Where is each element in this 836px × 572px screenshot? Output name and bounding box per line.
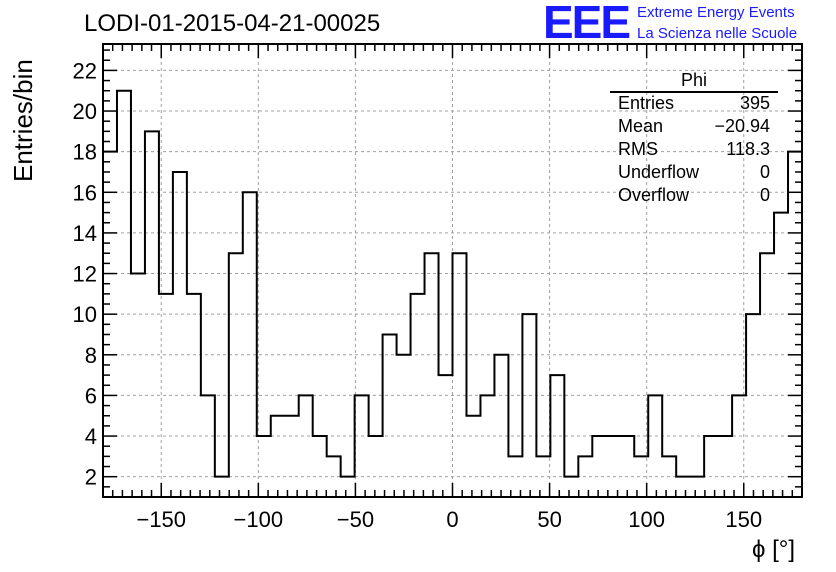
histogram-bin: [718, 436, 732, 497]
histogram-bin: [564, 477, 578, 497]
histogram-bin: [662, 456, 676, 497]
stat-row-overflow: Overflow 0: [618, 185, 770, 208]
stat-value: 0: [759, 185, 770, 205]
histogram-bin: [215, 477, 229, 497]
histogram-bin: [634, 456, 648, 497]
x-axis-label: ϕ [°]: [752, 536, 796, 563]
histogram-bin: [439, 375, 453, 497]
histogram-bin: [676, 477, 690, 497]
histogram-bin: [746, 314, 760, 497]
histogram-bin: [103, 152, 117, 497]
y-tick-label: 6: [85, 383, 97, 408]
stat-row-rms: RMS 118.3: [618, 139, 770, 162]
stat-value: −20.94: [714, 116, 770, 136]
histogram-bin: [704, 436, 718, 497]
stat-name: Entries: [618, 93, 675, 113]
histogram-bin: [271, 416, 285, 497]
eee-logo: EEE: [543, 0, 631, 48]
histogram-bin: [774, 213, 788, 497]
histogram-bin: [606, 436, 620, 497]
histogram-bin: [117, 91, 131, 497]
y-tick-label: 4: [85, 424, 97, 449]
x-tick-label: 150: [725, 507, 762, 532]
y-tick-label: 16: [73, 180, 97, 205]
logo-line-1: Extreme Energy Events: [637, 4, 795, 21]
histogram-bin: [145, 131, 159, 497]
histogram-bin: [536, 456, 550, 497]
histogram-bin: [187, 294, 201, 497]
stat-name: RMS: [618, 139, 658, 159]
stats-divider: [610, 91, 778, 93]
plot-frame: [102, 43, 803, 498]
histogram-bin: [313, 436, 327, 497]
histogram-series: [103, 89, 802, 478]
histogram-bin: [508, 456, 522, 497]
histogram-bin: [578, 456, 592, 497]
stat-name: Overflow: [618, 185, 690, 205]
histogram-bin: [285, 416, 299, 497]
y-tick-label: 22: [73, 58, 97, 83]
histogram-bin: [257, 436, 271, 497]
histogram-bin: [131, 274, 145, 497]
stat-row-underflow: Underflow 0: [618, 162, 770, 185]
x-tick-label: −50: [337, 507, 374, 532]
histogram-bin: [159, 294, 173, 497]
histogram-bin: [229, 253, 243, 497]
histogram-bin: [341, 477, 355, 497]
x-tick-label: 0: [446, 507, 458, 532]
stats-title: Phi: [680, 70, 707, 90]
histogram-bin: [411, 294, 425, 497]
histogram-bin: [173, 172, 187, 497]
histogram-bin: [522, 314, 536, 497]
histogram-bin: [397, 355, 411, 497]
histogram-bin: [201, 395, 215, 497]
stat-name: Mean: [618, 116, 664, 136]
histogram-bin: [620, 436, 634, 497]
stat-row-mean: Mean −20.94: [618, 116, 770, 139]
stat-value: 395: [739, 93, 770, 113]
y-tick-label: 10: [73, 302, 97, 327]
y-tick-label: 2: [85, 465, 97, 490]
histogram-bin: [299, 395, 313, 497]
stat-value: 118.3: [726, 139, 770, 159]
stat-name: Underflow: [618, 162, 700, 182]
histogram-bin: [383, 334, 397, 497]
histogram-bin: [494, 355, 508, 497]
y-tick-label: 14: [73, 221, 97, 246]
histogram-bin: [327, 456, 341, 497]
stat-row-entries: Entries 395: [618, 93, 770, 116]
histogram-bin: [453, 253, 467, 497]
x-tick-label: −150: [136, 507, 186, 532]
stat-value: 0: [759, 162, 770, 182]
y-tick-label: 20: [73, 99, 97, 124]
y-tick-label: 8: [85, 343, 97, 368]
y-tick-label: 18: [73, 140, 97, 165]
histogram-bin: [369, 436, 383, 497]
y-tick-label: 12: [73, 262, 97, 287]
histogram-bin: [243, 192, 257, 497]
x-tick-label: −100: [234, 507, 284, 532]
histogram-bin: [355, 395, 369, 497]
logo-line-2: La Scienza nelle Scuole: [637, 25, 798, 42]
histogram-bin: [480, 395, 494, 497]
histogram-bin: [760, 253, 774, 497]
histogram-bin: [788, 152, 802, 497]
histogram-bin: [690, 477, 704, 497]
x-tick-label: 100: [628, 507, 665, 532]
histogram-bin: [550, 375, 564, 497]
histogram-bin: [648, 395, 662, 497]
chart-title: LODI-01-2015-04-21-00025: [84, 10, 381, 37]
histogram-bin: [425, 253, 439, 497]
histogram-bin: [592, 436, 606, 497]
x-tick-label: 50: [537, 507, 561, 532]
histogram-bin: [732, 395, 746, 497]
histogram-bin: [466, 416, 480, 497]
